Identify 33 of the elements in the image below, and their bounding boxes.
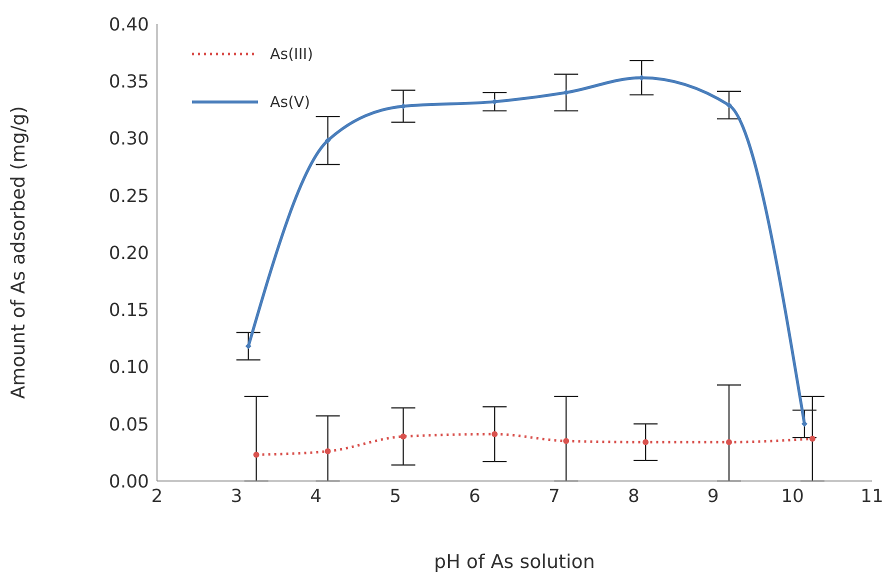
x-tick-label: 2: [151, 486, 163, 507]
y-tick-label: 0.35: [108, 72, 149, 93]
x-tick-label: 9: [707, 486, 719, 507]
x-axis-title: pH of As solution: [434, 551, 595, 573]
point: [642, 439, 649, 446]
y-tick-label: 0.25: [108, 186, 149, 207]
x-tick-label: 4: [310, 486, 322, 507]
y-tick-label: 0.10: [108, 357, 149, 378]
y-tick-label: 0.00: [108, 471, 149, 492]
point: [492, 431, 498, 438]
point: [726, 102, 732, 108]
y-tick-label: 0.40: [108, 14, 149, 36]
x-tick-label: 6: [469, 486, 481, 507]
point: [563, 438, 570, 444]
x-tick-label: 5: [390, 486, 402, 507]
y-tick-label: 0.05: [108, 414, 149, 436]
point: [324, 138, 331, 144]
x-tick-label: 11: [860, 486, 882, 507]
x-tick-label: 8: [628, 486, 640, 507]
y-axis-title: Amount of As adsorbed (mg/g): [8, 106, 30, 399]
point: [324, 448, 331, 454]
x-tick-label: 7: [548, 486, 560, 507]
x-tick-label: 3: [230, 486, 242, 507]
point: [253, 452, 260, 458]
point: [400, 433, 406, 440]
point: [726, 439, 732, 446]
x-tick-label: 10: [781, 486, 804, 507]
y-tick-label: 0.15: [108, 300, 149, 322]
y-tick-label: 0.30: [108, 128, 149, 150]
legend-label: As(V): [269, 92, 312, 113]
legend-label: As(III): [269, 44, 314, 65]
point: [809, 436, 816, 442]
y-tick-label: 0.20: [108, 242, 149, 264]
